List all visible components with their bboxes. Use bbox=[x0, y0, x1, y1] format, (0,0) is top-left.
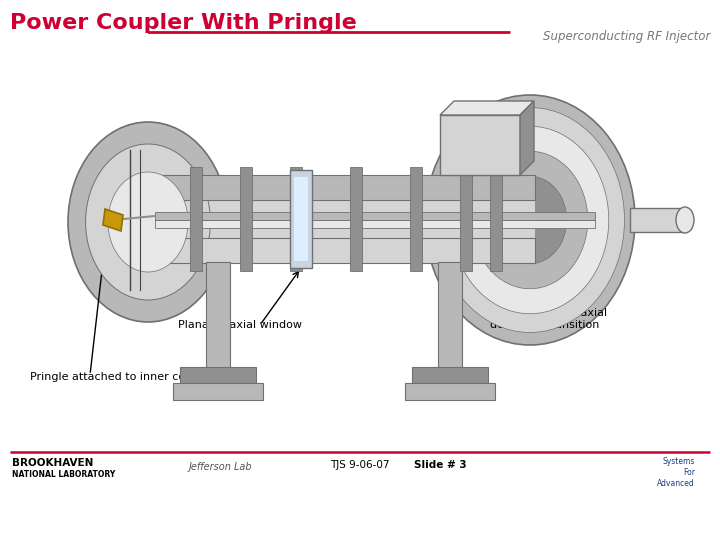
Text: Power Coupler With Pringle: Power Coupler With Pringle bbox=[10, 13, 356, 33]
Ellipse shape bbox=[493, 176, 567, 264]
Polygon shape bbox=[440, 101, 534, 115]
Bar bbox=[294, 177, 308, 261]
Bar bbox=[490, 167, 502, 271]
Bar bbox=[405, 383, 495, 400]
Ellipse shape bbox=[86, 144, 210, 300]
Bar bbox=[155, 175, 535, 200]
Bar bbox=[438, 262, 462, 370]
Text: Pringle attached to inner conductor: Pringle attached to inner conductor bbox=[30, 372, 228, 382]
Text: TJS 9-06-07: TJS 9-06-07 bbox=[330, 460, 390, 470]
Text: Rectangular to coaxial
doorknob transition: Rectangular to coaxial doorknob transiti… bbox=[482, 308, 608, 330]
Ellipse shape bbox=[436, 107, 624, 333]
Text: BROOKHAVEN: BROOKHAVEN bbox=[12, 458, 94, 468]
Polygon shape bbox=[103, 209, 123, 231]
Ellipse shape bbox=[425, 95, 635, 345]
Ellipse shape bbox=[68, 122, 228, 322]
Bar bbox=[630, 208, 685, 232]
Ellipse shape bbox=[451, 126, 608, 314]
Bar bbox=[155, 212, 595, 220]
Polygon shape bbox=[520, 101, 534, 175]
Text: Slide # 3: Slide # 3 bbox=[414, 460, 467, 470]
Bar bbox=[290, 170, 312, 268]
Bar bbox=[190, 167, 202, 271]
Bar bbox=[350, 167, 362, 271]
Bar bbox=[412, 367, 488, 385]
Bar bbox=[155, 200, 535, 238]
Text: Systems
For
Advanced: Systems For Advanced bbox=[657, 457, 695, 488]
Bar bbox=[240, 167, 252, 271]
Bar bbox=[155, 238, 535, 263]
Text: Superconducting RF Injector: Superconducting RF Injector bbox=[543, 30, 710, 43]
Bar bbox=[155, 220, 595, 228]
Bar bbox=[0, 0, 148, 540]
Bar bbox=[410, 167, 422, 271]
Bar bbox=[460, 167, 472, 271]
Bar bbox=[290, 167, 302, 271]
Bar bbox=[180, 367, 256, 385]
Bar bbox=[173, 383, 263, 400]
Text: Jefferson Lab: Jefferson Lab bbox=[188, 462, 252, 472]
Bar bbox=[206, 262, 230, 370]
Ellipse shape bbox=[676, 207, 694, 233]
Text: NATIONAL LABORATORY: NATIONAL LABORATORY bbox=[12, 470, 115, 479]
Bar bbox=[440, 115, 520, 175]
Text: Planar-coaxial window: Planar-coaxial window bbox=[178, 320, 302, 330]
Ellipse shape bbox=[108, 172, 188, 272]
Ellipse shape bbox=[472, 151, 588, 289]
